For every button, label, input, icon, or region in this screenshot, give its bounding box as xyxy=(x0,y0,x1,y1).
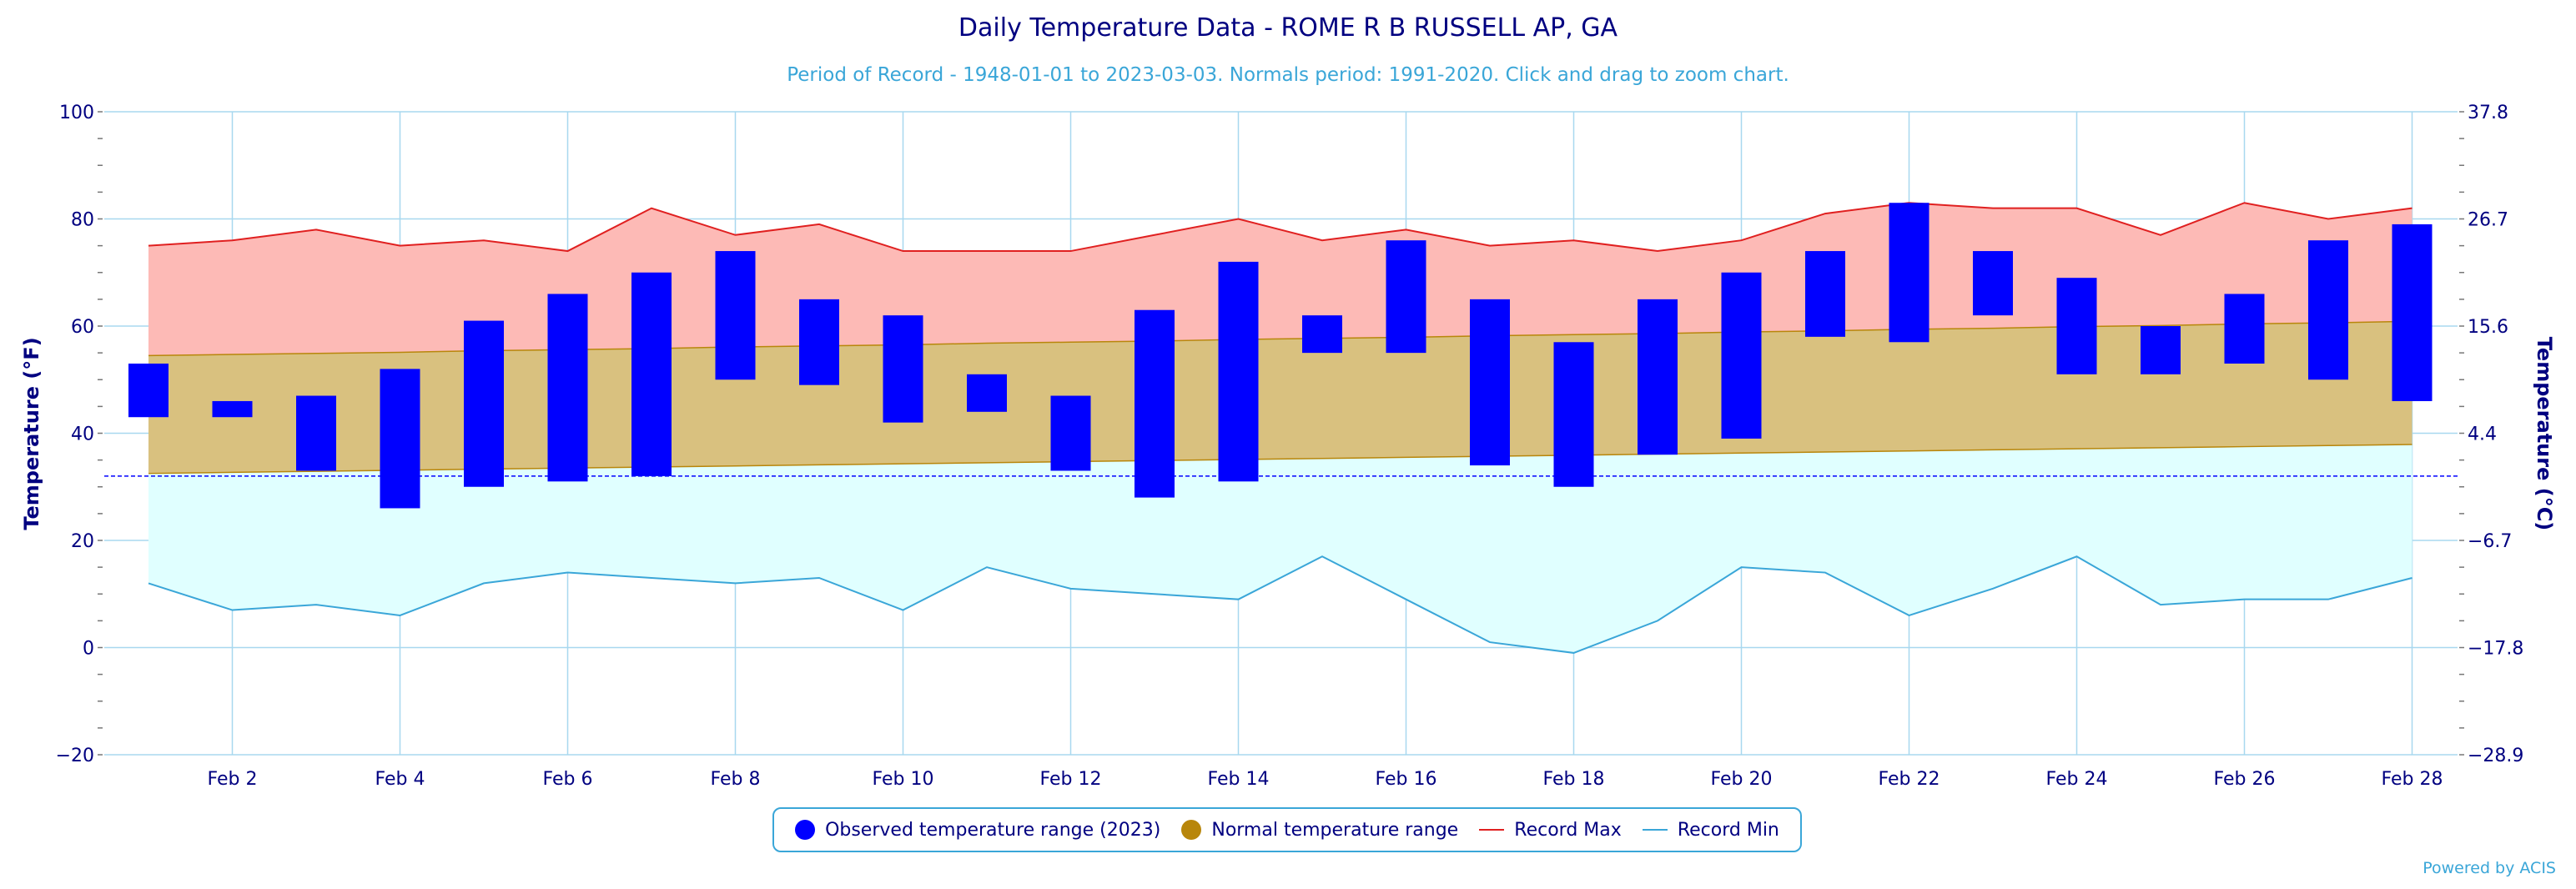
y-axis-title: Temperature (°F) xyxy=(20,337,43,530)
observed-bars[interactable] xyxy=(128,203,2433,509)
y-tick-label: 40 xyxy=(71,424,94,445)
y2-axis-title: Temperature (°C) xyxy=(2533,337,2556,531)
x-tick-label: Feb 4 xyxy=(375,769,425,790)
x-tick-label: Feb 6 xyxy=(543,769,593,790)
observed-bar[interactable] xyxy=(1889,203,1929,343)
observed-bar[interactable] xyxy=(2141,326,2181,374)
observed-bar[interactable] xyxy=(715,251,756,380)
observed-bar[interactable] xyxy=(967,374,1007,412)
x-tick-label: Feb 8 xyxy=(711,769,761,790)
y-axis-ticks: 100 80 60 40 20 0 −20 xyxy=(56,103,94,766)
observed-bar[interactable] xyxy=(1638,299,1678,455)
legend-item-record-min[interactable]: Record Min xyxy=(1642,819,1779,841)
record-max-line-icon xyxy=(1479,829,1505,831)
legend-label-observed: Observed temperature range (2023) xyxy=(825,819,1161,841)
legend-item-record-max[interactable]: Record Max xyxy=(1479,820,1622,841)
observed-dot-icon xyxy=(795,820,816,840)
x-tick-label: Feb 14 xyxy=(1208,769,1270,790)
y2-tick-label: −17.8 xyxy=(2468,639,2523,660)
observed-bar[interactable] xyxy=(464,320,504,487)
record-max-band xyxy=(148,203,2412,356)
y-tick-label: 80 xyxy=(71,210,94,231)
y2-tick-label: 37.8 xyxy=(2468,103,2508,123)
observed-bar[interactable] xyxy=(2056,278,2097,374)
observed-bar[interactable] xyxy=(1553,342,1594,487)
observed-bar[interactable] xyxy=(1050,395,1091,471)
x-tick-label: Feb 28 xyxy=(2382,769,2443,790)
chart-subtitle: Period of Record - 1948-01-01 to 2023-03… xyxy=(787,64,1789,86)
normal-high-line xyxy=(148,320,2412,357)
normal-low-line xyxy=(148,444,2412,475)
x-tick-label: Feb 18 xyxy=(1543,769,1605,790)
observed-bar[interactable] xyxy=(128,363,169,418)
observed-bar[interactable] xyxy=(547,294,588,482)
observed-bar[interactable] xyxy=(1386,240,1426,354)
legend-label-record-min: Record Min xyxy=(1677,819,1779,841)
temperature-bands xyxy=(104,202,2458,654)
x-tick-label: Feb 2 xyxy=(208,769,258,790)
legend-item-normal[interactable]: Normal temperature range xyxy=(1181,820,1458,841)
legend-label-record-max: Record Max xyxy=(1514,819,1622,841)
observed-bar[interactable] xyxy=(1302,315,1342,354)
x-axis-ticks: Feb 2 Feb 4 Feb 6 Feb 8 Feb 10 Feb 12 Feb 14 Fe… xyxy=(208,769,2443,790)
observed-bar[interactable] xyxy=(296,395,336,471)
observed-bar[interactable] xyxy=(631,272,672,476)
y-tick-label: 20 xyxy=(71,531,94,552)
powered-by-credit[interactable]: Powered by ACIS xyxy=(2423,859,2556,877)
legend-label-normal: Normal temperature range xyxy=(1211,819,1459,841)
normal-range-band xyxy=(148,321,2412,474)
observed-bar[interactable] xyxy=(2392,224,2433,401)
y2-tick-label: 4.4 xyxy=(2468,424,2497,445)
x-tick-label: Feb 20 xyxy=(1711,769,1773,790)
y2-tick-label: 15.6 xyxy=(2468,317,2508,338)
chart-legend: Observed temperature range (2023) Normal… xyxy=(772,807,1802,852)
normal-dot-icon xyxy=(1181,820,1202,840)
record-min-band xyxy=(148,444,2412,653)
y2-tick-label: −28.9 xyxy=(2468,746,2523,766)
x-tick-label: Feb 12 xyxy=(1040,769,1102,790)
x-tick-label: Feb 16 xyxy=(1376,769,1437,790)
y2-tick-label: −6.7 xyxy=(2468,531,2512,552)
observed-bar[interactable] xyxy=(212,400,253,418)
observed-bar[interactable] xyxy=(2308,240,2348,380)
y-tick-label: −20 xyxy=(56,746,94,766)
observed-bar[interactable] xyxy=(1135,309,1175,498)
x-tick-label: Feb 10 xyxy=(873,769,934,790)
y-tick-label: 100 xyxy=(59,103,94,123)
y2-tick-label: 26.7 xyxy=(2468,210,2508,231)
legend-item-observed[interactable]: Observed temperature range (2023) xyxy=(795,820,1160,841)
record-min-line xyxy=(148,555,2412,654)
observed-bar[interactable] xyxy=(2224,294,2265,364)
y-tick-label: 0 xyxy=(83,639,94,660)
x-tick-label: Feb 22 xyxy=(1879,769,1940,790)
observed-bar[interactable] xyxy=(1218,261,1259,482)
x-tick-label: Feb 24 xyxy=(2046,769,2108,790)
observed-bar[interactable] xyxy=(1973,251,2013,316)
observed-bar[interactable] xyxy=(1721,272,1762,439)
record-min-line-icon xyxy=(1642,829,1668,831)
chart-title: Daily Temperature Data - ROME R B RUSSEL… xyxy=(958,13,1618,43)
observed-bar[interactable] xyxy=(883,315,923,423)
observed-bar[interactable] xyxy=(1805,251,1845,337)
record-max-line xyxy=(148,202,2412,253)
x-tick-label: Feb 26 xyxy=(2214,769,2276,790)
observed-bar[interactable] xyxy=(380,369,420,509)
observed-bar[interactable] xyxy=(1470,299,1510,466)
y2-axis-ticks: 37.8 26.7 15.6 4.4 −6.7 −17.8 −28.9 xyxy=(2468,103,2523,766)
observed-bar[interactable] xyxy=(799,299,839,385)
y-tick-label: 60 xyxy=(71,317,94,338)
